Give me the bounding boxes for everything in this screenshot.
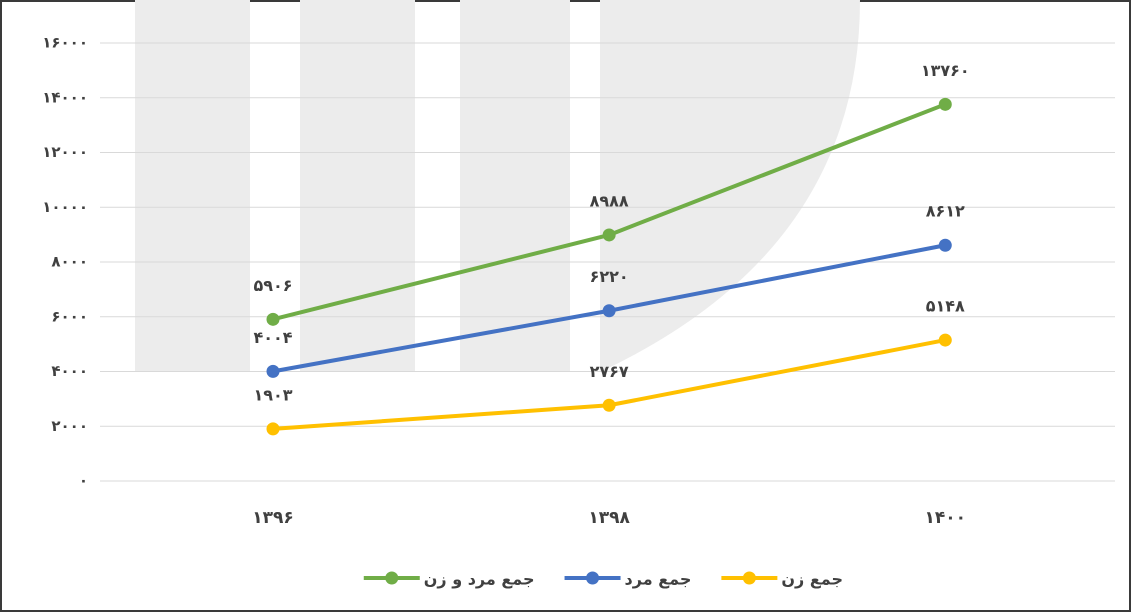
y-tick-label: ۲۰۰۰ bbox=[51, 417, 88, 435]
y-tick-label: ۱۰۰۰۰ bbox=[42, 198, 88, 216]
y-tick-label: ۱۶۰۰۰ bbox=[42, 34, 88, 52]
data-point bbox=[938, 333, 952, 347]
data-label: ۴۰۰۴ bbox=[253, 328, 292, 347]
y-tick-label: ۸۰۰۰ bbox=[51, 253, 88, 271]
legend-marker bbox=[586, 571, 600, 585]
data-point bbox=[266, 422, 280, 436]
data-point bbox=[266, 364, 280, 378]
data-label: ۵۱۴۸ bbox=[926, 297, 965, 316]
plot: ۱۹۰۳ ۲۷۶۷ ۵۱۴۸ ۴۰۰۴ ۶۲۲۰ ۸۶۱۲ ۵۹۰۶ ۸۹۸۸ ۱۳۷۶۰ bbox=[253, 61, 970, 436]
y-tick-label: ۰ bbox=[79, 472, 88, 490]
data-point bbox=[602, 304, 616, 318]
legend-label: جمع مرد و زن bbox=[424, 570, 535, 589]
data-label: ۱۹۰۳ bbox=[253, 385, 292, 404]
y-tick-label: ۴۰۰۰ bbox=[51, 362, 88, 380]
data-label: ۵۹۰۶ bbox=[253, 276, 292, 295]
legend-marker bbox=[385, 571, 399, 585]
x-tick-label: ۱۴۰۰ bbox=[925, 508, 967, 528]
data-point bbox=[602, 398, 616, 412]
x-tick-label: ۱۳۹۸ bbox=[588, 508, 630, 528]
data-point bbox=[938, 97, 952, 111]
y-tick-label: ۶۰۰۰ bbox=[51, 307, 88, 325]
data-label: ۸۹۸۸ bbox=[590, 191, 629, 210]
legend-label: جمع مرد bbox=[625, 570, 692, 589]
data-point bbox=[266, 312, 280, 326]
data-point bbox=[938, 238, 952, 252]
legend-label: جمع زن bbox=[781, 570, 843, 589]
legend-marker bbox=[742, 571, 756, 585]
data-label: ۶۲۲۰ bbox=[590, 267, 629, 286]
y-tick-label: ۱۲۰۰۰ bbox=[42, 143, 88, 161]
data-label: ۱۳۷۶۰ bbox=[921, 61, 970, 80]
x-tick-label: ۱۳۹۶ bbox=[252, 508, 294, 528]
data-label: ۲۷۶۷ bbox=[590, 362, 629, 381]
data-label: ۸۶۱۲ bbox=[926, 202, 965, 221]
y-tick-label: ۱۴۰۰۰ bbox=[42, 88, 88, 106]
data-point bbox=[602, 228, 616, 242]
